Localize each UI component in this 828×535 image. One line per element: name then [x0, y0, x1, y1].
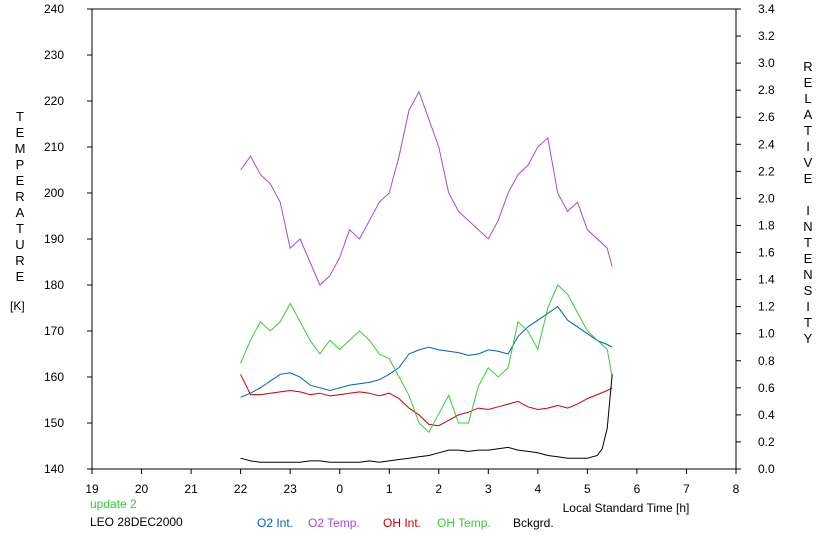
- series-o2-int-line: [240, 305, 613, 398]
- x-axis-label: Local Standard Time [h]: [563, 501, 690, 515]
- x-tick-label: 23: [283, 482, 297, 496]
- right-tick-label: 3.4: [758, 2, 775, 16]
- right-tick-label: 1.0: [758, 327, 775, 341]
- right-tick-label: 2.4: [758, 137, 775, 151]
- left-axis-unit: [K]: [10, 299, 25, 313]
- series-o2-temp-line: [240, 90, 613, 286]
- right-tick-label: 3.0: [758, 56, 775, 70]
- legend-oh-temp: OH Temp.: [437, 516, 491, 530]
- station-date-label: LEO 28DEC2000: [90, 515, 183, 529]
- right-tick-label: 0.2: [758, 435, 775, 449]
- right-tick-label: 1.4: [758, 273, 775, 287]
- series-bckgrd-line: [240, 374, 613, 463]
- right-tick-label: 2.2: [758, 164, 775, 178]
- left-tick-label: 170: [44, 324, 64, 338]
- left-tick-label: 240: [44, 2, 64, 16]
- left-tick-label: 180: [44, 278, 64, 292]
- x-tick-label: 8: [733, 482, 740, 496]
- legend-o2-temp: O2 Temp.: [308, 516, 360, 530]
- left-tick-label: 210: [44, 140, 64, 154]
- update-label: update 2: [90, 497, 137, 511]
- right-tick-label: 2.0: [758, 191, 775, 205]
- right-tick-label: 2.6: [758, 110, 775, 124]
- x-tick-label: 2: [435, 482, 442, 496]
- right-tick-label: 2.8: [758, 83, 775, 97]
- left-tick-label: 190: [44, 232, 64, 246]
- x-tick-label: 6: [634, 482, 641, 496]
- left-tick-label: 160: [44, 370, 64, 384]
- legend-bckgrd: Bckgrd.: [513, 516, 554, 530]
- right-tick-label: 1.2: [758, 300, 775, 314]
- x-tick-label: 0: [336, 482, 343, 496]
- x-tick-label: 4: [535, 482, 542, 496]
- series-oh-int-line: [240, 374, 613, 427]
- legend-o2-int: O2 Int.: [257, 516, 293, 530]
- right-tick-label: 1.6: [758, 246, 775, 260]
- left-tick-label: 150: [44, 416, 64, 430]
- x-tick-label: 5: [584, 482, 591, 496]
- left-tick-label: 140: [44, 462, 64, 476]
- x-tick-label: 3: [485, 482, 492, 496]
- right-tick-label: 0.4: [758, 408, 775, 422]
- x-tick-label: 21: [184, 482, 198, 496]
- right-tick-label: 0.0: [758, 462, 775, 476]
- right-tick-label: 0.8: [758, 354, 775, 368]
- left-tick-label: 230: [44, 48, 64, 62]
- legend-oh-int: OH Int.: [383, 516, 421, 530]
- left-tick-label: 220: [44, 94, 64, 108]
- plot-frame: [91, 8, 737, 470]
- left-tick-label: 200: [44, 186, 64, 200]
- x-tick-label: 20: [135, 482, 149, 496]
- right-tick-label: 1.8: [758, 218, 775, 232]
- series-oh-temp-line: [240, 284, 613, 434]
- x-tick-label: 1: [386, 482, 393, 496]
- x-tick-label: 22: [234, 482, 248, 496]
- x-tick-label: 7: [683, 482, 690, 496]
- x-tick-label: 19: [85, 482, 99, 496]
- right-tick-label: 0.6: [758, 381, 775, 395]
- right-tick-label: 3.2: [758, 29, 775, 43]
